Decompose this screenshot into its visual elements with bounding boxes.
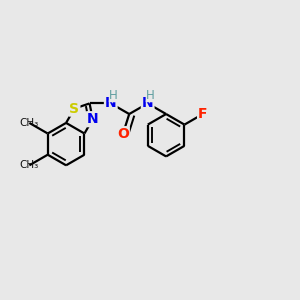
Text: CH₃: CH₃ (20, 118, 39, 128)
Text: N: N (105, 96, 117, 110)
Text: H: H (146, 89, 155, 102)
Text: S: S (69, 102, 80, 116)
Text: CH₃: CH₃ (20, 160, 39, 170)
Text: H: H (109, 89, 118, 102)
Text: F: F (198, 107, 208, 121)
Text: N: N (87, 112, 98, 126)
Text: O: O (117, 127, 129, 141)
Text: N: N (142, 96, 154, 110)
